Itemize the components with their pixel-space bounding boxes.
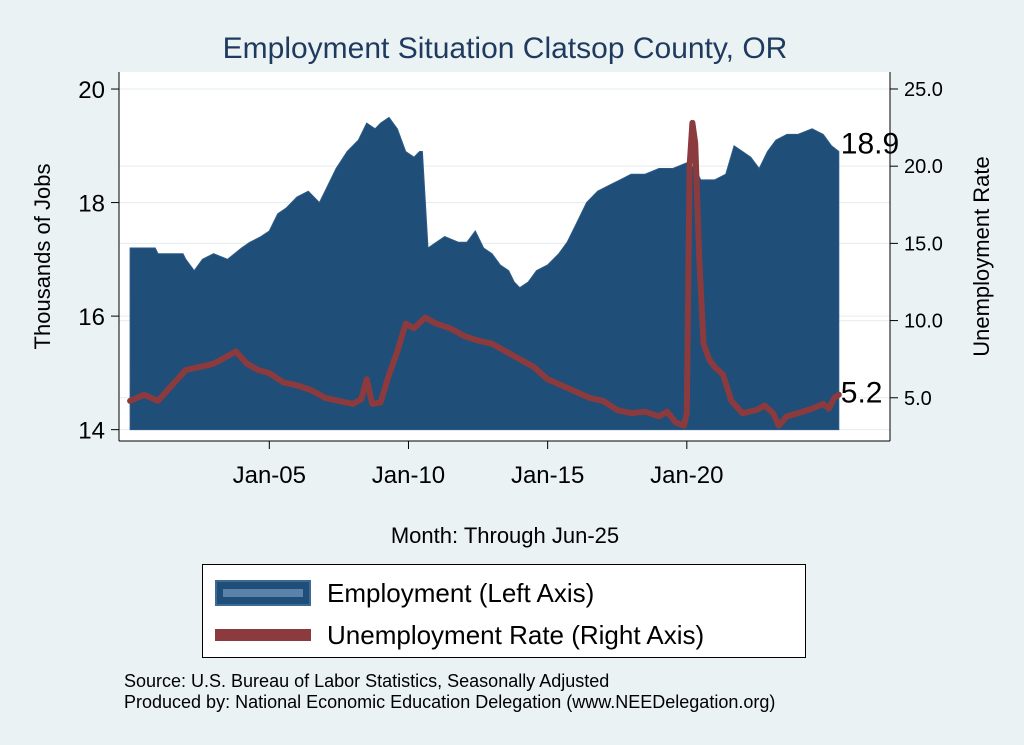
x-tick-label: Jan-05 [233,462,306,489]
y-left-tick-label: 20 [78,77,105,104]
source-line: Source: U.S. Bureau of Labor Statistics,… [124,671,610,691]
x-axis-title: Month: Through Jun-25 [391,523,619,548]
chart-title: Employment Situation Clatsop County, OR [223,32,788,65]
employment-end-label: 18.9 [841,127,899,160]
chart: Employment Situation Clatsop County, OR … [30,32,994,548]
unemployment-end-label: 5.2 [841,377,883,410]
legend-label-unemployment: Unemployment Rate (Right Axis) [327,619,705,650]
y-left-tick-label: 14 [78,418,105,445]
y-right-tick-label: 10.0 [904,311,943,333]
legend-swatch-employment [215,580,311,606]
x-tick-label: Jan-10 [372,462,445,489]
y-right-tick-label: 15.0 [904,233,943,255]
y-right-tick-label: 25.0 [904,79,943,101]
employment-area [129,116,840,431]
y-right-tick-label: 5.0 [904,388,932,410]
y-left-tick-label: 16 [78,304,105,331]
producer-line: Produced by: National Economic Education… [124,692,776,712]
legend: Employment (Left Axis) Unemployment Rate… [202,564,806,658]
y-right-tick-label: 20.0 [904,156,943,178]
source-note: Source: U.S. Bureau of Labor Statistics,… [124,671,775,713]
axes: 14 16 18 20 5.0 10.0 15.0 20.0 25.0 Jan-05 Jan-10 J… [78,72,943,489]
x-tick-label: Jan-20 [650,462,723,489]
legend-item-unemployment: Unemployment Rate (Right Axis) [215,617,704,653]
legend-swatch-unemployment [215,629,311,641]
legend-label-employment: Employment (Left Axis) [327,577,595,608]
y-axis-left-title: Thousands of Jobs [30,164,55,350]
x-tick-label: Jan-15 [511,462,584,489]
legend-item-employment: Employment (Left Axis) [215,575,594,611]
y-axis-right-title: Unemployment Rate [969,156,994,357]
y-left-tick-label: 18 [78,191,105,218]
unemployment-line [127,119,842,429]
